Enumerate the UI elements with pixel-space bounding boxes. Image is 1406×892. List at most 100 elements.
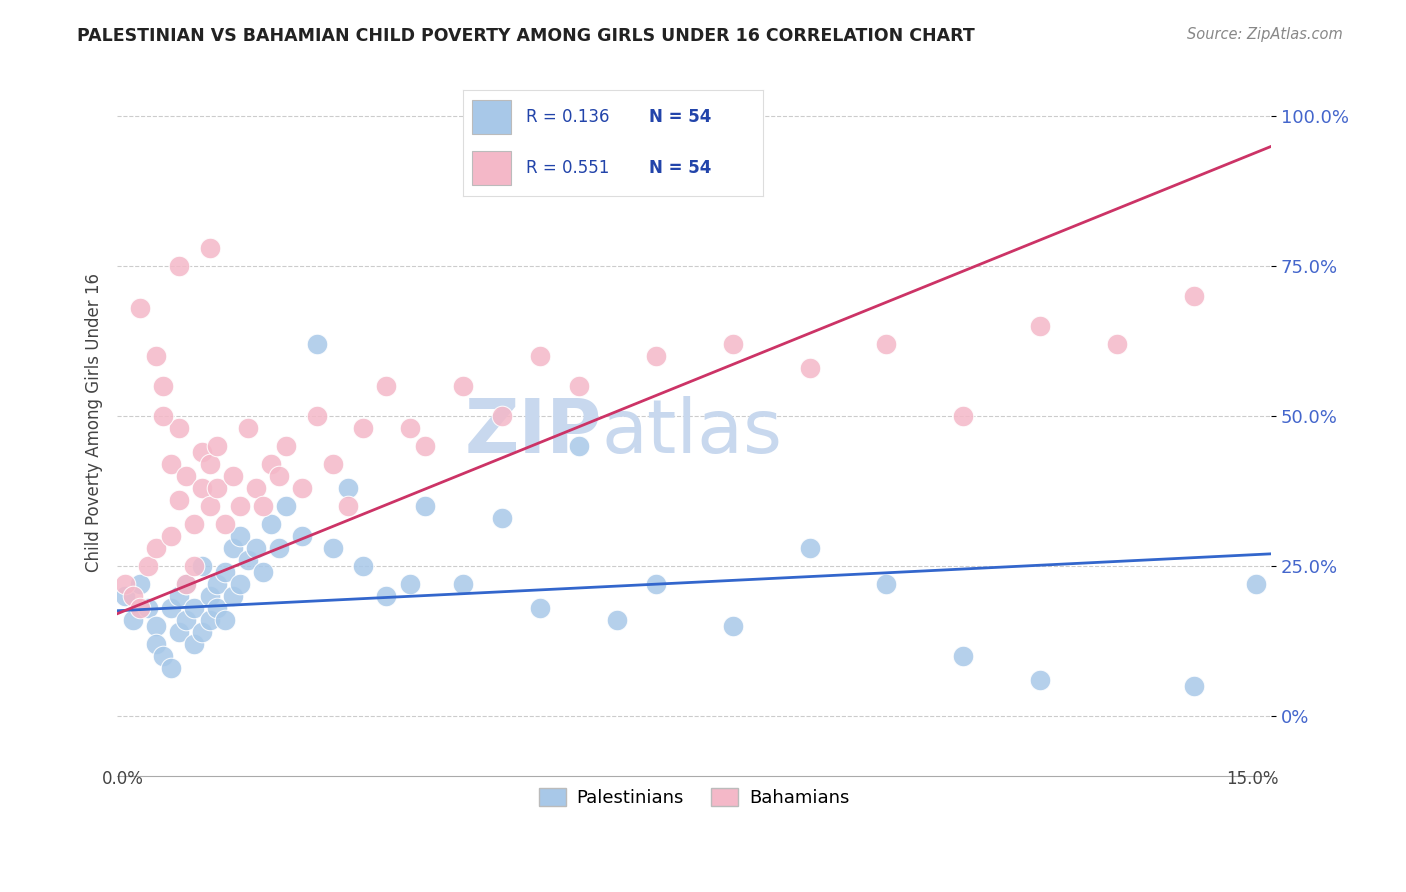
Point (221, 469, 243, 483)
Point (875, 576, 897, 591)
Point (145, 618, 167, 632)
Point (875, 337, 897, 351)
Point (398, 576, 420, 591)
Point (191, 558, 214, 573)
Point (145, 541, 167, 555)
Point (152, 379, 174, 393)
Point (952, 648, 974, 663)
Point (276, 499, 298, 513)
Point (229, 499, 252, 513)
Point (167, 492, 190, 507)
Point (214, 516, 236, 531)
Y-axis label: Child Poverty Among Girls Under 16: Child Poverty Among Girls Under 16 (86, 273, 103, 572)
Text: Source: ZipAtlas.com: Source: ZipAtlas.com (1187, 27, 1343, 42)
Point (453, 576, 475, 591)
Point (214, 613, 236, 627)
Point (176, 576, 198, 591)
Point (267, 469, 290, 483)
Point (252, 499, 274, 513)
Point (529, 349, 551, 363)
Point (375, 379, 398, 393)
Text: 0.0%: 0.0% (101, 770, 143, 788)
Point (276, 439, 298, 453)
Point (183, 637, 205, 651)
Point (160, 600, 183, 615)
Point (413, 439, 436, 453)
Point (205, 576, 228, 591)
Point (568, 379, 591, 393)
Point (721, 337, 744, 351)
Point (322, 457, 344, 471)
Point (568, 439, 591, 453)
Point (644, 576, 666, 591)
Point (145, 637, 167, 651)
Point (176, 469, 198, 483)
Point (198, 589, 221, 603)
Point (721, 618, 744, 632)
Point (375, 589, 398, 603)
Point (453, 379, 475, 393)
Text: 15.0%: 15.0% (1226, 770, 1279, 788)
Point (252, 565, 274, 579)
Point (167, 589, 190, 603)
Point (152, 648, 174, 663)
Point (167, 421, 190, 435)
Point (129, 576, 152, 591)
Point (1029, 673, 1052, 687)
Point (160, 457, 183, 471)
Point (413, 499, 436, 513)
Text: ZIP: ZIP (464, 396, 602, 469)
Text: PALESTINIAN VS BAHAMIAN CHILD POVERTY AMONG GIRLS UNDER 16 CORRELATION CHART: PALESTINIAN VS BAHAMIAN CHILD POVERTY AM… (77, 27, 976, 45)
Point (167, 259, 190, 273)
Point (1182, 679, 1205, 693)
Point (606, 613, 628, 627)
Point (352, 421, 374, 435)
Point (1244, 576, 1267, 591)
Point (491, 409, 513, 423)
Point (221, 589, 243, 603)
Point (1107, 337, 1129, 351)
Point (267, 541, 290, 555)
Point (229, 576, 252, 591)
Point (491, 511, 513, 525)
Point (398, 421, 420, 435)
Point (198, 241, 221, 255)
Point (205, 600, 228, 615)
Point (129, 301, 152, 315)
Point (176, 613, 198, 627)
Text: atlas: atlas (602, 396, 783, 469)
Point (291, 529, 314, 543)
Point (799, 541, 821, 555)
Point (1182, 289, 1205, 303)
Point (205, 481, 228, 495)
Point (198, 499, 221, 513)
Point (229, 529, 252, 543)
Point (307, 409, 329, 423)
Point (291, 481, 314, 495)
Point (352, 558, 374, 573)
Point (214, 565, 236, 579)
Point (260, 457, 283, 471)
Point (191, 445, 214, 459)
Point (644, 349, 666, 363)
Point (121, 589, 143, 603)
Point (221, 541, 243, 555)
Point (160, 661, 183, 675)
Point (191, 624, 214, 639)
Point (167, 624, 190, 639)
Point (114, 576, 136, 591)
Point (1029, 319, 1052, 334)
Point (152, 409, 174, 423)
Point (183, 600, 205, 615)
Point (336, 481, 359, 495)
Point (529, 600, 551, 615)
Point (183, 516, 205, 531)
Point (236, 421, 259, 435)
Point (136, 600, 159, 615)
Point (183, 558, 205, 573)
Point (205, 439, 228, 453)
Point (336, 499, 359, 513)
Point (191, 481, 214, 495)
Point (121, 613, 143, 627)
Point (160, 529, 183, 543)
